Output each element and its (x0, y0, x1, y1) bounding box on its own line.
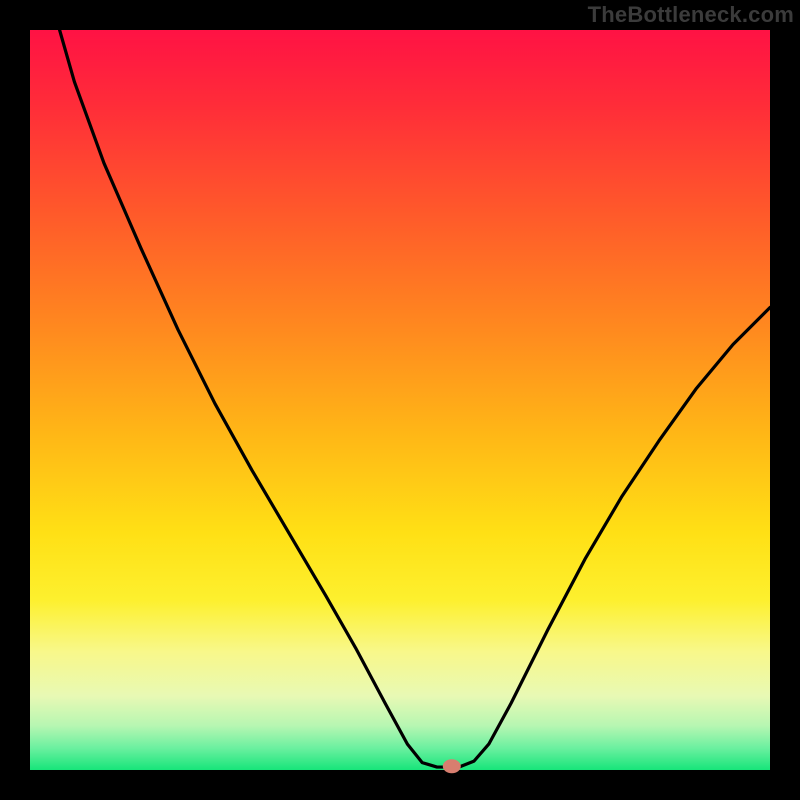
optimal-point-marker (443, 759, 461, 773)
chart-container: TheBottleneck.com (0, 0, 800, 800)
bottleneck-chart (0, 0, 800, 800)
plot-background (30, 30, 770, 770)
watermark-text: TheBottleneck.com (588, 2, 794, 28)
